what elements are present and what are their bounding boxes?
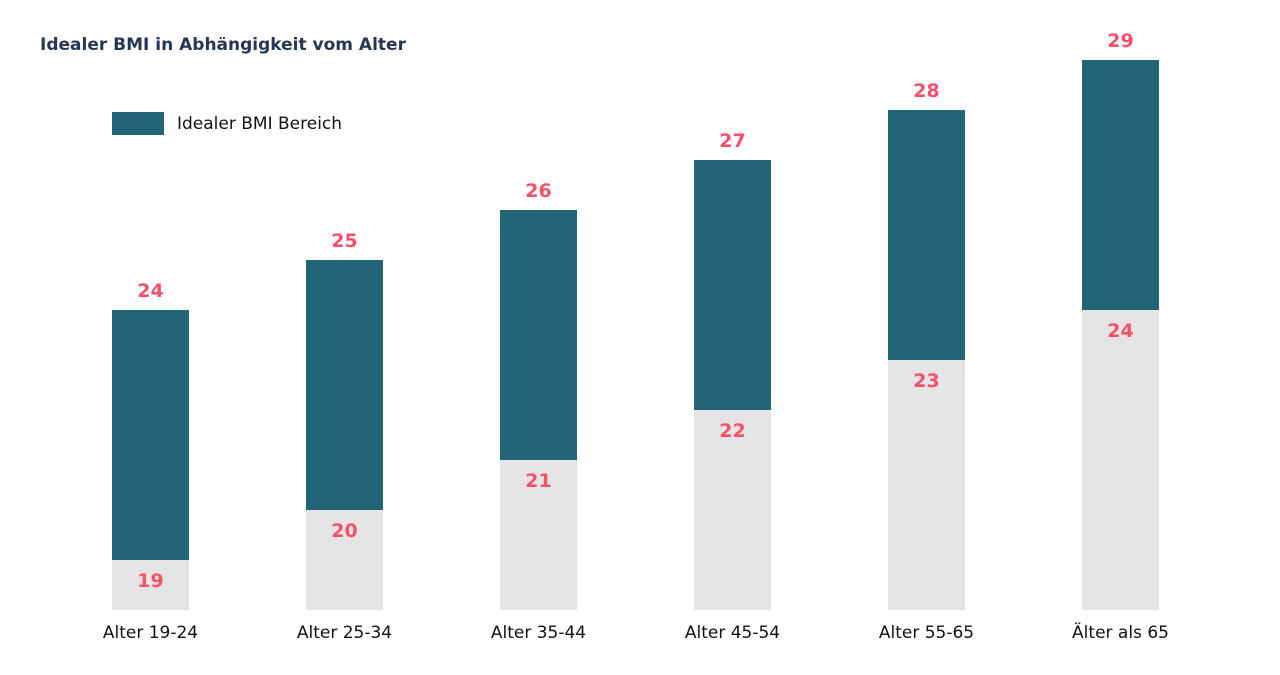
label-lower-5: 24: [1107, 320, 1133, 342]
x-tick-label-0: Alter 19-24: [103, 623, 198, 643]
bar-range-5: [1082, 60, 1159, 310]
x-tick-label-5: Älter als 65: [1072, 622, 1169, 643]
x-axis-ticks: Alter 19-24 Alter 25-34 Alter 35-44 Alter 4…: [103, 622, 1169, 643]
bar-base-4: [888, 360, 965, 610]
label-upper-0: 24: [137, 280, 163, 302]
bar-range-1: [306, 260, 383, 510]
label-upper-2: 26: [525, 180, 551, 202]
x-tick-label-1: Alter 25-34: [297, 623, 392, 643]
legend-label: Idealer BMI Bereich: [177, 114, 342, 134]
bar-range-4: [888, 110, 965, 360]
bar-base-2: [500, 460, 577, 610]
label-lower-2: 21: [525, 470, 551, 492]
bar-base-1: [306, 510, 383, 610]
label-upper-5: 29: [1107, 30, 1133, 52]
bar-range-3: [694, 160, 771, 410]
bar-base-5: [1082, 310, 1159, 610]
x-tick-label-3: Alter 45-54: [685, 623, 780, 643]
bars: 24 19 25 20 26 21 27 22 28 23 29 24: [112, 30, 1159, 610]
x-tick-label-4: Alter 55-65: [879, 623, 974, 643]
label-lower-3: 22: [719, 420, 745, 442]
label-upper-1: 25: [331, 230, 357, 252]
x-tick-label-2: Alter 35-44: [491, 623, 586, 643]
bar-base-3: [694, 410, 771, 610]
label-lower-1: 20: [331, 520, 357, 542]
label-lower-4: 23: [913, 370, 939, 392]
chart-title: Idealer BMI in Abhängigkeit vom Alter: [40, 35, 406, 55]
bar-range-0: [112, 310, 189, 560]
label-lower-0: 19: [137, 570, 163, 592]
legend: Idealer BMI Bereich: [112, 112, 342, 135]
label-upper-4: 28: [913, 80, 939, 102]
bar-range-2: [500, 210, 577, 460]
bar-base-0: [112, 560, 189, 610]
label-upper-3: 27: [719, 130, 745, 152]
legend-swatch: [112, 112, 164, 135]
